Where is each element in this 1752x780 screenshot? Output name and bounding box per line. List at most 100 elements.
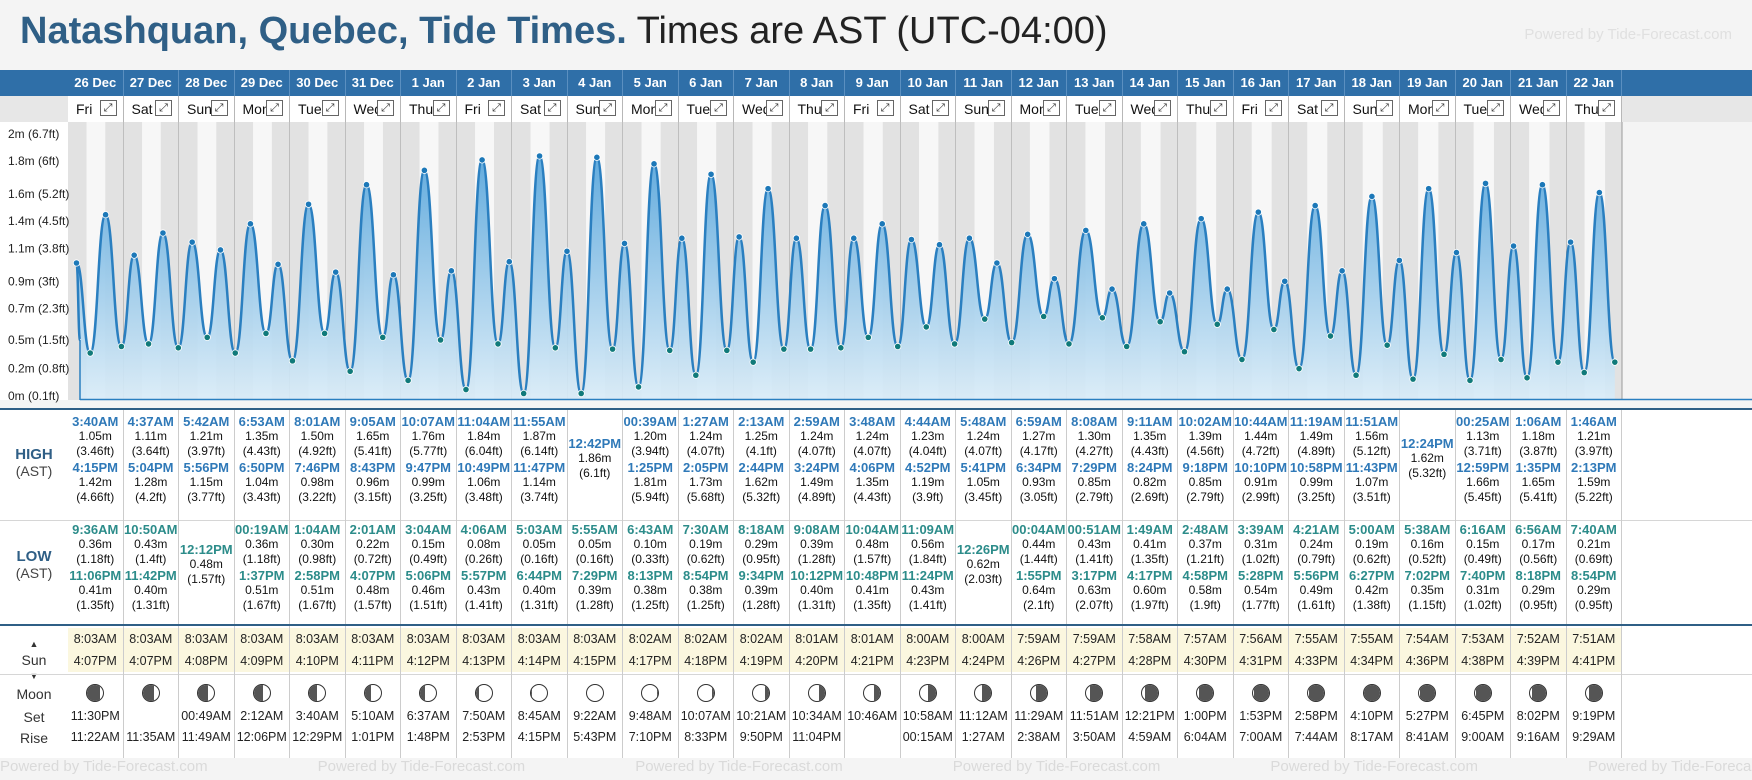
expand-icon[interactable]: ⤢ [1598, 100, 1615, 116]
moonset-time: 8:45AM [517, 709, 561, 723]
expand-icon[interactable]: ⤢ [1376, 100, 1393, 116]
high-tide-time: 10:07AM [401, 414, 455, 429]
expand-icon[interactable]: ⤢ [1043, 100, 1060, 116]
low-tide-height-ft: (1.4ft) [135, 552, 167, 566]
expand-icon[interactable]: ⤢ [432, 100, 450, 116]
expand-icon[interactable]: ⤢ [543, 100, 561, 116]
expand-icon[interactable]: ⤢ [599, 100, 616, 116]
moonset-time: 10:58AM [902, 709, 953, 723]
low-tide-entry: 7:29PM 0.39m (1.28ft) [568, 568, 623, 613]
sun-times: 8:03AM 4:07PM [68, 628, 123, 672]
expand-icon[interactable]: ⤢ [654, 100, 672, 116]
expand-icon[interactable]: ⤢ [377, 100, 394, 116]
expand-icon[interactable]: ⤢ [710, 100, 727, 116]
weekday-label: Thu [1574, 101, 1599, 117]
expand-icon[interactable]: ⤢ [266, 100, 283, 116]
low-tide-time: 7:29PM [571, 568, 618, 583]
high-tide-height: 1.66m [1466, 475, 1500, 489]
low-tide-height: 0.21m [1577, 537, 1611, 551]
high-row-label: HIGH (AST) [0, 446, 68, 479]
high-tide-height: 1.05m [966, 475, 1000, 489]
low-tide-entry: 6:56AM 0.17m (0.56ft) [1511, 522, 1566, 567]
low-tide-height: 0.62m [966, 557, 1000, 571]
expand-icon[interactable]: ⤢ [1154, 100, 1171, 116]
high-tide-entry: 2:13AM 1.25m (4.1ft) [734, 414, 789, 459]
low-tide-height-ft: (0.49ft) [1463, 552, 1502, 566]
day-cell: Sun ⤢ [1344, 96, 1400, 122]
tide-high-dot [764, 185, 772, 193]
high-tide-entry: 7:46PM 0.98m (3.22ft) [290, 460, 345, 505]
moon-shadow [198, 685, 209, 701]
sunset-time: 4:36PM [1405, 654, 1449, 668]
high-tide-time: 3:48AM [849, 414, 896, 429]
expand-icon[interactable]: ⤢ [1265, 100, 1282, 116]
moonset-time: 11:51AM [1069, 709, 1119, 723]
tide-high-dot [505, 258, 513, 266]
sun-moon-column: 8:02AM 4:17PM 9:48AM 7:10PM [623, 626, 679, 758]
moonrise-time: 2:53PM [462, 730, 506, 744]
high-tide-entry: 2:44PM 1.62m (5.32ft) [734, 460, 789, 505]
low-tide-entry: 10:04AM 0.48m (1.57ft) [845, 522, 900, 567]
tide-day-column: 5:42AM 1.21m (3.97ft) 5:56PM 1.15m (3.77ft) 12… [179, 410, 235, 624]
expand-icon[interactable]: ⤢ [488, 100, 505, 116]
high-tide-time: 9:11AM [1126, 414, 1173, 429]
expand-icon[interactable]: ⤢ [1320, 100, 1338, 116]
high-tide-height: 1.65m [356, 429, 390, 443]
high-tide-height-ft: (4.89ft) [1297, 444, 1336, 458]
low-tide-time: 9:36AM [72, 522, 119, 537]
low-tide-time: 2:58PM [294, 568, 341, 583]
high-tide-height: 1.50m [300, 429, 334, 443]
sun-times: 7:58AM 4:28PM [1122, 628, 1177, 672]
sunset-time: 4:07PM [73, 654, 117, 668]
low-tide-entry: 7:30AM 0.19m (0.62ft) [679, 522, 734, 567]
high-tide-height: 1.05m [78, 429, 112, 443]
high-tide-entry: 5:56PM 1.15m (3.77ft) [179, 460, 234, 505]
high-tide-time: 2:05PM [682, 460, 729, 475]
expand-icon[interactable]: ⤢ [1487, 100, 1504, 116]
tide-day-column: 10:44AM 1.44m (4.72ft) 10:10PM 0.91m (2.99ft)… [1234, 410, 1289, 624]
high-tide-time: 10:58PM [1289, 460, 1343, 475]
high-tide-time: 5:04PM [127, 460, 174, 475]
expand-icon[interactable]: ⤢ [210, 100, 228, 116]
high-tide-time: 00:39AM [623, 414, 677, 429]
low-tide-height: 0.43m [911, 583, 945, 597]
low-tide-time: 8:18PM [1515, 568, 1562, 583]
expand-icon[interactable]: ⤢ [321, 100, 339, 116]
expand-icon[interactable]: ⤢ [155, 100, 172, 116]
expand-icon[interactable]: ⤢ [1542, 100, 1560, 116]
sunrise-time: 8:03AM [517, 632, 561, 646]
low-tide-entry: 8:18PM 0.29m (0.95ft) [1511, 568, 1566, 613]
expand-icon[interactable]: ⤢ [99, 100, 117, 116]
high-tide-height: 1.86m [578, 451, 612, 465]
high-tide-height: 0.96m [356, 475, 390, 489]
low-tide-height-ft: (1.35ft) [1130, 552, 1169, 566]
day-cell: Fri ⤢ [845, 96, 901, 122]
low-tide-height: 0.51m [300, 583, 334, 597]
sunset-time: 4:41PM [1572, 654, 1616, 668]
moon-phase-icon [1529, 684, 1548, 702]
high-tide-entry: 8:24PM 0.82m (2.69ft) [1123, 460, 1178, 505]
low-tide-entry: 00:51AM 0.43m (1.41ft) [1067, 522, 1122, 567]
sunrise-time: 7:57AM [1183, 632, 1227, 646]
expand-icon[interactable]: ⤢ [932, 100, 949, 116]
tide-low-dot [288, 357, 297, 365]
expand-icon[interactable]: ⤢ [821, 100, 838, 116]
title-timezone: Times are AST (UTC-04:00) [636, 10, 1108, 52]
high-tz-label: (AST) [15, 463, 53, 479]
sun-times: 8:00AM 4:24PM [956, 628, 1011, 672]
tide-high-dot [1197, 215, 1205, 223]
expand-icon[interactable]: ⤢ [1431, 100, 1449, 116]
high-tide-height-ft: (3.48ft) [464, 490, 503, 504]
expand-icon[interactable]: ⤢ [876, 100, 894, 116]
expand-icon[interactable]: ⤢ [987, 100, 1005, 116]
high-tide-time: 2:44PM [738, 460, 785, 475]
tide-day-column: 2:59AM 1.24m (4.07ft) 3:24PM 1.49m (4.89ft) 9:… [790, 410, 845, 624]
low-tide-height-ft: (1.61ft) [1297, 598, 1336, 612]
low-tide-height-ft: (1.18ft) [242, 552, 281, 566]
expand-icon[interactable]: ⤢ [1209, 100, 1227, 116]
low-tide-height: 0.19m [1355, 537, 1389, 551]
low-tide-time: 00:19AM [235, 522, 289, 537]
expand-icon[interactable]: ⤢ [1098, 100, 1116, 116]
date-cell: 31 Dec [346, 70, 401, 96]
expand-icon[interactable]: ⤢ [765, 100, 783, 116]
